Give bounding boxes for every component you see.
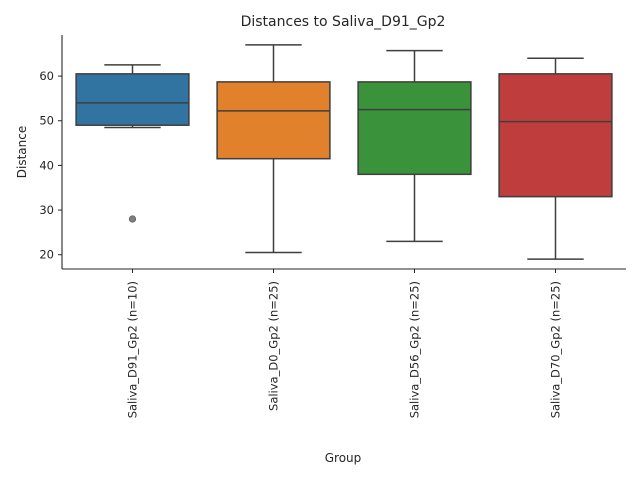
x-tick-label: Saliva_D91_Gp2 (n=10) (126, 281, 140, 418)
box-iqr (498, 73, 613, 198)
y-tick-label: 60 (39, 69, 54, 83)
box-group (357, 49, 472, 243)
y-tick-label: 20 (39, 248, 54, 262)
box-iqr (216, 81, 331, 160)
y-tick-label: 40 (39, 158, 54, 172)
x-tick-label: Saliva_D70_Gp2 (n=25) (549, 281, 563, 418)
x-axis-ticks: Saliva_D91_Gp2 (n=10) Saliva_D0_Gp2 (n=25… (126, 269, 563, 418)
x-tick-label: Saliva_D56_Gp2 (n=25) (408, 281, 422, 418)
box-group (216, 44, 331, 254)
box-iqr (357, 81, 472, 176)
box-group (498, 57, 613, 260)
box-iqr (75, 73, 190, 126)
x-tick-label: Saliva_D0_Gp2 (n=25) (267, 281, 281, 411)
x-axis-label: Group (325, 451, 362, 465)
outlier-point (128, 215, 137, 223)
box-group (75, 64, 190, 223)
y-axis-label: Distance (15, 126, 29, 178)
plot-area (75, 44, 613, 260)
y-axis-ticks: 20 30 40 50 60 (39, 69, 62, 262)
chart-title: Distances to Saliva_D91_Gp2 (241, 14, 446, 30)
y-tick-label: 50 (39, 114, 54, 128)
y-tick-label: 30 (39, 203, 54, 217)
